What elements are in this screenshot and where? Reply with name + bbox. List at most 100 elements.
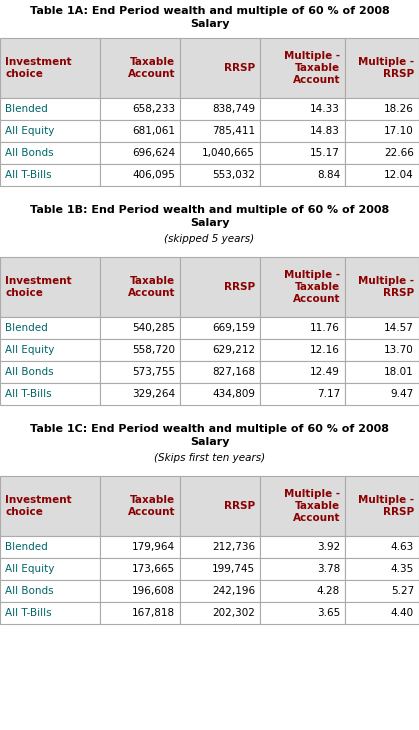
Bar [345, 164, 419, 186]
Bar [345, 558, 419, 580]
Bar [0, 164, 100, 186]
Bar [0, 361, 100, 383]
Bar [0, 383, 100, 405]
Text: 658,233: 658,233 [132, 104, 175, 114]
Text: All Bonds: All Bonds [5, 367, 54, 377]
Bar [180, 38, 260, 98]
Bar [0, 602, 100, 624]
Text: Multiple -
RRSP: Multiple - RRSP [358, 276, 414, 298]
Text: Table 1A: End Period wealth and multiple of 60 % of 2008
Salary: Table 1A: End Period wealth and multiple… [30, 6, 389, 29]
Bar [180, 120, 260, 142]
Bar [345, 476, 419, 536]
Bar [260, 602, 345, 624]
Text: Blended: Blended [5, 542, 48, 552]
Bar [345, 339, 419, 361]
Bar [260, 257, 345, 317]
Text: 329,264: 329,264 [132, 389, 175, 399]
Text: 17.10: 17.10 [384, 126, 414, 136]
Text: 12.49: 12.49 [310, 367, 340, 377]
Text: 199,745: 199,745 [212, 564, 255, 574]
Bar [260, 476, 345, 536]
Bar [345, 383, 419, 405]
Text: 167,818: 167,818 [132, 608, 175, 618]
Bar [260, 120, 345, 142]
Bar [180, 383, 260, 405]
Text: Taxable
Account: Taxable Account [127, 495, 175, 517]
Bar [345, 361, 419, 383]
Bar [0, 558, 100, 580]
Bar [345, 38, 419, 98]
Bar [180, 602, 260, 624]
Text: 13.70: 13.70 [384, 345, 414, 355]
Bar [260, 339, 345, 361]
Bar [260, 558, 345, 580]
Text: Multiple -
Taxable
Account: Multiple - Taxable Account [284, 50, 340, 85]
Bar [0, 536, 100, 558]
Bar [100, 164, 180, 186]
Text: 4.28: 4.28 [317, 586, 340, 596]
Text: 696,624: 696,624 [132, 148, 175, 158]
Bar [180, 580, 260, 602]
Bar [260, 536, 345, 558]
Bar [260, 580, 345, 602]
Text: 558,720: 558,720 [132, 345, 175, 355]
Bar [0, 317, 100, 339]
Text: Table 1B: End Period wealth and multiple of 60 % of 2008
Salary: Table 1B: End Period wealth and multiple… [30, 205, 389, 228]
Bar [100, 257, 180, 317]
Bar [180, 98, 260, 120]
Text: 9.47: 9.47 [391, 389, 414, 399]
Text: 3.65: 3.65 [317, 608, 340, 618]
Text: 202,302: 202,302 [212, 608, 255, 618]
Text: 540,285: 540,285 [132, 323, 175, 333]
Bar [180, 142, 260, 164]
Bar [100, 558, 180, 580]
Text: All Bonds: All Bonds [5, 586, 54, 596]
Text: 4.63: 4.63 [391, 542, 414, 552]
Text: 573,755: 573,755 [132, 367, 175, 377]
Bar [345, 142, 419, 164]
Text: RRSP: RRSP [224, 63, 255, 73]
Text: 179,964: 179,964 [132, 542, 175, 552]
Bar [100, 38, 180, 98]
Bar [180, 361, 260, 383]
Text: All Equity: All Equity [5, 345, 54, 355]
Text: All T-Bills: All T-Bills [5, 170, 52, 180]
Bar [100, 339, 180, 361]
Text: 7.17: 7.17 [317, 389, 340, 399]
Text: 14.57: 14.57 [384, 323, 414, 333]
Bar [0, 120, 100, 142]
Text: RRSP: RRSP [224, 282, 255, 292]
Bar [0, 98, 100, 120]
Bar [100, 361, 180, 383]
Text: 669,159: 669,159 [212, 323, 255, 333]
Bar [180, 164, 260, 186]
Text: All T-Bills: All T-Bills [5, 389, 52, 399]
Text: 629,212: 629,212 [212, 345, 255, 355]
Text: 838,749: 838,749 [212, 104, 255, 114]
Bar [0, 142, 100, 164]
Text: Taxable
Account: Taxable Account [127, 57, 175, 79]
Bar [180, 536, 260, 558]
Bar [100, 383, 180, 405]
Text: 1,040,665: 1,040,665 [202, 148, 255, 158]
Bar [180, 476, 260, 536]
Bar [0, 38, 100, 98]
Bar [345, 120, 419, 142]
Text: 681,061: 681,061 [132, 126, 175, 136]
Text: 12.04: 12.04 [384, 170, 414, 180]
Text: 15.17: 15.17 [310, 148, 340, 158]
Bar [100, 142, 180, 164]
Text: Table 1C: End Period wealth and multiple of 60 % of 2008
Salary: Table 1C: End Period wealth and multiple… [30, 424, 389, 447]
Bar [180, 339, 260, 361]
Text: 785,411: 785,411 [212, 126, 255, 136]
Text: Blended: Blended [5, 323, 48, 333]
Bar [100, 580, 180, 602]
Bar [0, 257, 100, 317]
Text: 4.35: 4.35 [391, 564, 414, 574]
Bar [100, 602, 180, 624]
Bar [100, 536, 180, 558]
Text: (Skips first ten years): (Skips first ten years) [154, 453, 265, 463]
Bar [100, 476, 180, 536]
Text: (skipped 5 years): (skipped 5 years) [164, 234, 255, 244]
Text: Multiple -
Taxable
Account: Multiple - Taxable Account [284, 488, 340, 523]
